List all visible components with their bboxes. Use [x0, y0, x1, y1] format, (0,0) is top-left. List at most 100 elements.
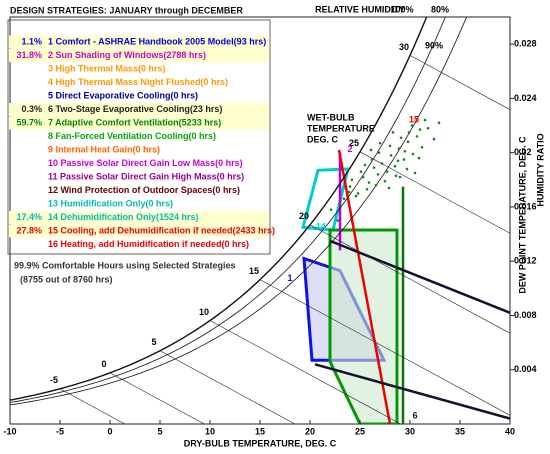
y-tick-label: 0.02: [514, 147, 532, 157]
strategy-label: 6 Two-Stage Evaporative Cooling(23 hrs): [48, 104, 222, 114]
x-tick-label: -10: [3, 426, 16, 436]
data-point: [418, 128, 422, 131]
saturation-label: -5: [50, 375, 58, 385]
wet-bulb-line: [359, 151, 510, 234]
row-highlight: [9, 35, 269, 49]
y-tick-label: 0.028: [514, 39, 537, 49]
data-point: [410, 124, 414, 127]
data-point: [367, 181, 371, 184]
wet-bulb-line: [209, 320, 401, 424]
x-tick-label: -5: [56, 426, 64, 436]
data-point: [365, 187, 369, 191]
x-tick-label: 20: [305, 426, 315, 436]
dew-point-title: DEW POINT TEMPERATURE, DEG. C: [517, 136, 527, 294]
legend-title: DESIGN STRATEGIES: JANUARY through DECEM…: [10, 5, 243, 15]
strategy-percent: 17.4%: [16, 212, 42, 222]
x-tick-label: 35: [455, 426, 465, 436]
wet-bulb-title: DEG. C: [307, 134, 339, 144]
y-axis-title: HUMIDITY RATIO: [535, 133, 545, 206]
saturation-label: 15: [249, 266, 259, 276]
wet-bulb-line: [109, 372, 205, 424]
data-point: [363, 163, 367, 167]
row-highlight: [9, 211, 269, 224]
data-point: [389, 154, 393, 157]
zone-label: 14: [316, 222, 326, 232]
data-point: [402, 158, 406, 161]
zone-label: 15: [409, 114, 419, 124]
x-tick-label: 40: [505, 426, 515, 436]
data-point: [420, 145, 424, 149]
data-point: [426, 126, 430, 130]
data-point: [376, 173, 380, 176]
rh-label: 90%: [425, 40, 443, 50]
data-point: [396, 159, 400, 163]
strategy-label: 4 High Thermal Mass Night Flushed(0 hrs): [48, 77, 228, 87]
strategy-label: 13 Humidification Only(0 hrs): [48, 198, 173, 208]
strategy-label: 12 Wind Protection of Outdoor Spaces(0 h…: [48, 185, 240, 195]
data-point: [347, 190, 351, 194]
zone-label: 1: [287, 273, 292, 283]
summary: (8755 out of 8760 hrs): [20, 274, 113, 284]
x-axis-title: DRY-BULB TEMPERATURE, DEG. C: [184, 438, 337, 448]
y-tick-label: 0.016: [514, 201, 537, 211]
data-point: [372, 166, 376, 169]
wet-bulb-line: [159, 350, 296, 424]
y-tick-label: 0.008: [514, 310, 537, 320]
data-point: [398, 175, 402, 179]
rh-curve: [10, 17, 468, 406]
zone: [301, 167, 350, 232]
data-point: [380, 162, 384, 165]
wet-bulb-line: [309, 224, 510, 334]
zone-label: 7: [352, 299, 357, 309]
row-highlight: [9, 103, 269, 116]
data-point: [354, 194, 358, 198]
data-point: [342, 197, 346, 201]
data-point: [374, 183, 378, 187]
wet-bulb-title: TEMPERATURE: [307, 123, 375, 133]
zone-label: 6: [412, 410, 417, 420]
x-tick-label: 15: [255, 426, 265, 436]
data-point: [370, 158, 374, 161]
strategy-label: 2 Sun Shading of Windows(2788 hrs): [48, 50, 206, 60]
saturation-label: 25: [349, 138, 359, 148]
data-point: [383, 179, 387, 183]
data-point: [417, 156, 421, 160]
data-point: [336, 219, 340, 222]
row-highlight: [9, 224, 269, 238]
rh-label: 100%: [390, 4, 413, 14]
strategy-label: 5 Direct Evaporative Cooling(0 hrs): [48, 90, 198, 100]
x-tick-label: 10: [205, 426, 215, 436]
data-point: [391, 131, 395, 134]
strategy-label: 16 Heating, add Humidification if needed…: [48, 239, 249, 249]
y-tick-label: 0.012: [514, 256, 537, 266]
strategy-label: 8 Fan-Forced Ventilation Cooling(0 hrs): [48, 131, 216, 141]
zone: [314, 363, 510, 420]
data-point: [432, 137, 436, 141]
strategy-label: 1 Comfort - ASHRAE Handbook 2005 Model(9…: [48, 36, 266, 46]
x-tick-label: 25: [355, 426, 365, 436]
strategy-label: 9 Internal Heat Gain(0 hrs): [48, 144, 160, 154]
strategy-label: 10 Passive Solar Direct Gain Low Mass(0 …: [48, 158, 243, 168]
data-point: [356, 192, 360, 195]
rh-title: RELATIVE HUMIDITY: [315, 4, 405, 14]
saturation-label: 20: [299, 211, 309, 221]
strategy-label: 7 Adaptive Comfort Ventilation(5233 hrs): [48, 117, 221, 127]
x-tick-label: 5: [157, 426, 162, 436]
data-point: [405, 167, 409, 171]
strategy-percent: 31.8%: [16, 50, 42, 60]
wet-bulb-line: [259, 279, 510, 416]
data-point: [437, 121, 441, 125]
wet-bulb-title: WET-BULB: [307, 112, 355, 122]
x-tick-label: 0: [107, 426, 112, 436]
data-point: [415, 135, 419, 138]
data-point: [350, 178, 354, 182]
zone: [337, 149, 392, 424]
data-point: [388, 144, 392, 148]
data-point: [369, 148, 373, 152]
data-point: [361, 175, 365, 179]
data-point: [348, 185, 352, 188]
saturation-label: 0: [101, 359, 106, 369]
strategy-label: 14 Dehumidification Only(1524 hrs): [48, 212, 199, 222]
strategy-label: 3 High Thermal Mass(0 hrs): [48, 63, 166, 73]
